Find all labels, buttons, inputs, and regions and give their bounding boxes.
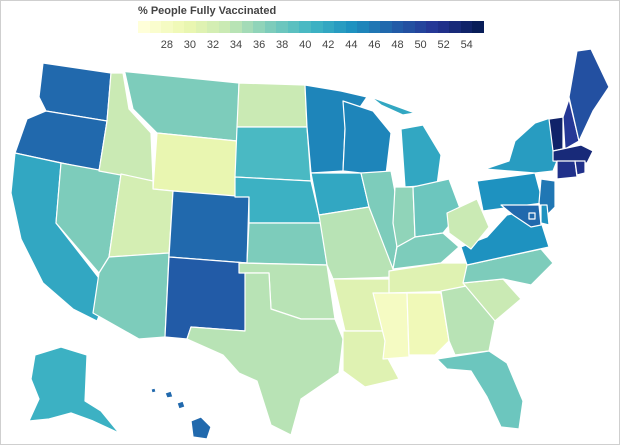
legend-swatch: [426, 21, 438, 33]
state-ak[interactable]: [28, 346, 120, 434]
legend-tick-label: 34: [229, 39, 243, 51]
legend-swatch: [172, 21, 185, 33]
legend-swatch: [460, 21, 473, 33]
state-id[interactable]: [98, 72, 154, 182]
legend-swatch: [449, 21, 461, 33]
state-dc[interactable]: [528, 212, 536, 220]
state-ny[interactable]: [484, 116, 558, 174]
state-de[interactable]: [540, 204, 550, 226]
legend-tick-label: 38: [276, 39, 289, 51]
legend-swatch: [380, 21, 392, 33]
legend-swatch: [310, 21, 323, 33]
state-wy[interactable]: [152, 132, 238, 198]
legend-swatch: [322, 21, 335, 33]
legend-tick-label: 30: [183, 39, 197, 51]
legend-swatch: [437, 21, 450, 33]
state-ms[interactable]: [372, 292, 410, 360]
state-tx[interactable]: [186, 272, 344, 436]
legend-swatch: [253, 21, 265, 33]
legend-swatch: [334, 21, 346, 33]
legend-swatch: [218, 21, 231, 33]
legend-tick-label: 42: [322, 39, 335, 51]
legend-swatch: [230, 21, 242, 33]
legend-swatch: [472, 21, 484, 33]
legend-swatch: [138, 21, 150, 33]
state-ri[interactable]: [574, 160, 586, 176]
state-ma[interactable]: [552, 144, 594, 164]
legend-tick-label: 32: [206, 39, 220, 51]
legend-swatch: [357, 21, 369, 33]
state-nm[interactable]: [164, 256, 248, 340]
state-sd[interactable]: [234, 126, 312, 182]
state-ks[interactable]: [246, 222, 328, 266]
legend-swatch: [403, 21, 415, 33]
legend-tick-label: 40: [299, 39, 312, 51]
state-co[interactable]: [168, 190, 250, 264]
state-in[interactable]: [392, 186, 416, 248]
legend-tick-label: 28: [160, 39, 173, 51]
legend-tick-label: 50: [414, 39, 427, 51]
legend-swatch: [299, 21, 311, 33]
legend-swatch: [149, 21, 162, 33]
legend-swatch: [207, 21, 219, 33]
state-ct[interactable]: [556, 160, 578, 180]
state-wi[interactable]: [342, 100, 392, 184]
state-fl[interactable]: [436, 350, 524, 430]
legend-tick-label: 54: [460, 39, 473, 51]
state-md[interactable]: [500, 204, 542, 228]
legend-swatch: [287, 21, 300, 33]
state-me[interactable]: [568, 48, 610, 142]
legend-swatch: [241, 21, 254, 33]
legend-swatch: [391, 21, 404, 33]
legend-tick-label: 48: [391, 39, 404, 51]
legend-tick-label: 44: [345, 39, 358, 51]
legend-swatch: [161, 21, 173, 33]
state-mi[interactable]: [370, 96, 442, 188]
legend-ticks: 28 30 32 34 36 38 40 42 44 46 48 50 52 54: [138, 39, 484, 53]
legend-swatch: [414, 21, 427, 33]
legend-swatch: [276, 21, 288, 33]
legend-color-bar: [138, 21, 484, 33]
legend-tick-label: 36: [252, 39, 266, 51]
state-wv[interactable]: [446, 198, 490, 250]
legend-tick-label: 52: [437, 39, 450, 51]
legend-swatch: [345, 21, 358, 33]
legend-swatch: [184, 21, 196, 33]
state-az[interactable]: [92, 252, 170, 340]
legend-swatch: [264, 21, 277, 33]
state-hi[interactable]: [150, 387, 212, 440]
state-nd[interactable]: [236, 82, 308, 128]
legend-title: % People Fully Vaccinated: [138, 5, 277, 17]
legend-swatch: [368, 21, 381, 33]
legend-swatch: [195, 21, 208, 33]
legend-tick-label: 46: [368, 39, 381, 51]
state-al[interactable]: [406, 292, 450, 356]
